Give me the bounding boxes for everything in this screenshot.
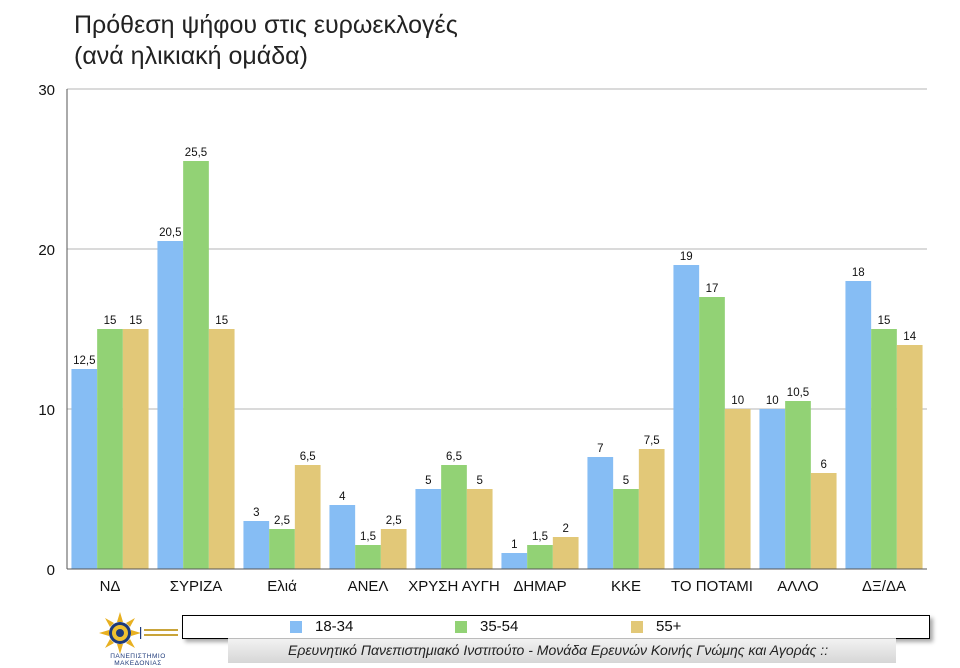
bar — [759, 409, 786, 569]
x-category-label: ΔΗΜΑΡ — [513, 578, 566, 595]
x-category-label: ΤΟ ΠΟΤΑΜΙ — [671, 578, 753, 595]
bar-value-label: 6,5 — [300, 451, 316, 463]
bar — [552, 537, 579, 569]
bar-value-label: 15 — [215, 315, 228, 327]
bar — [294, 465, 321, 569]
bar — [243, 521, 270, 569]
bar-value-label: 5 — [425, 475, 431, 487]
x-category-label: ΑΛΛΟ — [777, 578, 818, 595]
legend-label: 18-34 — [315, 618, 354, 635]
x-category-label: Ελιά — [267, 578, 297, 595]
x-category-label: ΣΥΡΙΖΑ — [170, 578, 223, 595]
bar-value-label: 20,5 — [159, 227, 181, 239]
legend-swatch — [631, 621, 643, 633]
bar-value-label: 25,5 — [185, 147, 207, 159]
bar-value-label: 6 — [820, 459, 826, 471]
bar-value-label: 3 — [253, 507, 259, 519]
bar — [587, 457, 614, 569]
university-logo-text: ΠΑΝΕΠΙΣΤΗΜΙΟ ΜΑΚΕΔΟΝΙΑΣ — [90, 653, 186, 667]
chart-title: Πρόθεση ψήφου στις ευρωεκλογές (ανά ηλικ… — [74, 10, 594, 72]
logo-line1: ΠΑΝΕΠΙΣΤΗΜΙΟ — [110, 653, 166, 660]
x-category-label: ΚΚΕ — [611, 578, 641, 595]
legend-swatch — [455, 621, 467, 633]
bar — [329, 505, 356, 569]
chart-legend: 18-34 35-54 55+ — [182, 615, 930, 639]
bar-value-label: 17 — [706, 283, 719, 295]
bar — [183, 161, 209, 569]
logo-line2: ΜΑΚΕΔΟΝΙΑΣ — [114, 660, 162, 667]
bar — [71, 369, 98, 569]
legend-label: 35-54 — [480, 618, 519, 635]
legend-swatch — [290, 621, 302, 633]
bar-value-label: 2,5 — [386, 515, 402, 527]
university-logo: ΠΑΝΕΠΙΣΤΗΜΙΟ ΜΑΚΕΔΟΝΙΑΣ — [88, 611, 188, 667]
bar — [122, 329, 149, 569]
bar — [355, 545, 381, 569]
bar-value-label: 15 — [104, 315, 117, 327]
bar — [810, 473, 837, 569]
bar-value-label: 19 — [680, 251, 693, 263]
bar — [208, 329, 235, 569]
bar — [466, 489, 493, 569]
y-tick-label: 0 — [47, 562, 55, 579]
bar — [896, 345, 923, 569]
bar-value-label: 5 — [476, 475, 482, 487]
bar-value-label: 12,5 — [73, 355, 95, 367]
y-tick-label: 20 — [38, 242, 55, 259]
chart-title-line2: (ανά ηλικιακή ομάδα) — [74, 42, 308, 70]
bar — [269, 529, 295, 569]
bar-value-label: 1,5 — [532, 531, 548, 543]
bar — [441, 465, 467, 569]
chart-title-line1: Πρόθεση ψήφου στις ευρωεκλογές — [74, 11, 458, 39]
bar — [724, 409, 751, 569]
bar-value-label: 4 — [339, 491, 346, 503]
bar — [673, 265, 700, 569]
bar — [871, 329, 897, 569]
bar-value-label: 2,5 — [274, 515, 290, 527]
bar-value-label: 7,5 — [644, 435, 660, 447]
bar-value-label: 14 — [903, 331, 916, 343]
bar — [785, 401, 811, 569]
bar — [380, 529, 407, 569]
bar-value-label: 6,5 — [446, 451, 462, 463]
bar-value-label: 5 — [623, 475, 629, 487]
bar — [527, 545, 553, 569]
legend-label: 55+ — [656, 618, 682, 635]
footer-bar: Ερευνητικό Πανεπιστημιακό Ινστιτούτο - Μ… — [228, 638, 896, 663]
bar — [613, 489, 639, 569]
bar-value-label: 15 — [878, 315, 891, 327]
bar — [699, 297, 725, 569]
sun-emblem-icon — [99, 612, 178, 654]
bar — [415, 489, 442, 569]
bar-value-label: 7 — [597, 443, 603, 455]
bar-value-label: 18 — [852, 267, 865, 279]
x-category-label: ΝΔ — [100, 578, 121, 595]
y-tick-label: 30 — [38, 82, 55, 99]
bar-value-label: 10 — [731, 395, 744, 407]
bar-value-label: 1 — [511, 539, 517, 551]
bar-value-label: 10,5 — [787, 387, 809, 399]
bar — [501, 553, 528, 569]
x-category-label: ΑΝΕΛ — [348, 578, 389, 595]
bar — [638, 449, 665, 569]
footer-text: Ερευνητικό Πανεπιστημιακό Ινστιτούτο - Μ… — [288, 642, 829, 658]
bar-value-label: 2 — [562, 523, 568, 535]
x-category-label: ΔΞ/ΔΑ — [862, 578, 906, 595]
x-category-label: ΧΡΥΣΗ ΑΥΓΗ — [408, 578, 499, 595]
y-tick-label: 10 — [38, 402, 55, 419]
bar — [157, 241, 184, 569]
bar — [97, 329, 123, 569]
bar-value-label: 1,5 — [360, 531, 376, 543]
bar-value-label: 15 — [129, 315, 142, 327]
bar-value-label: 10 — [766, 395, 779, 407]
bar — [845, 281, 872, 569]
